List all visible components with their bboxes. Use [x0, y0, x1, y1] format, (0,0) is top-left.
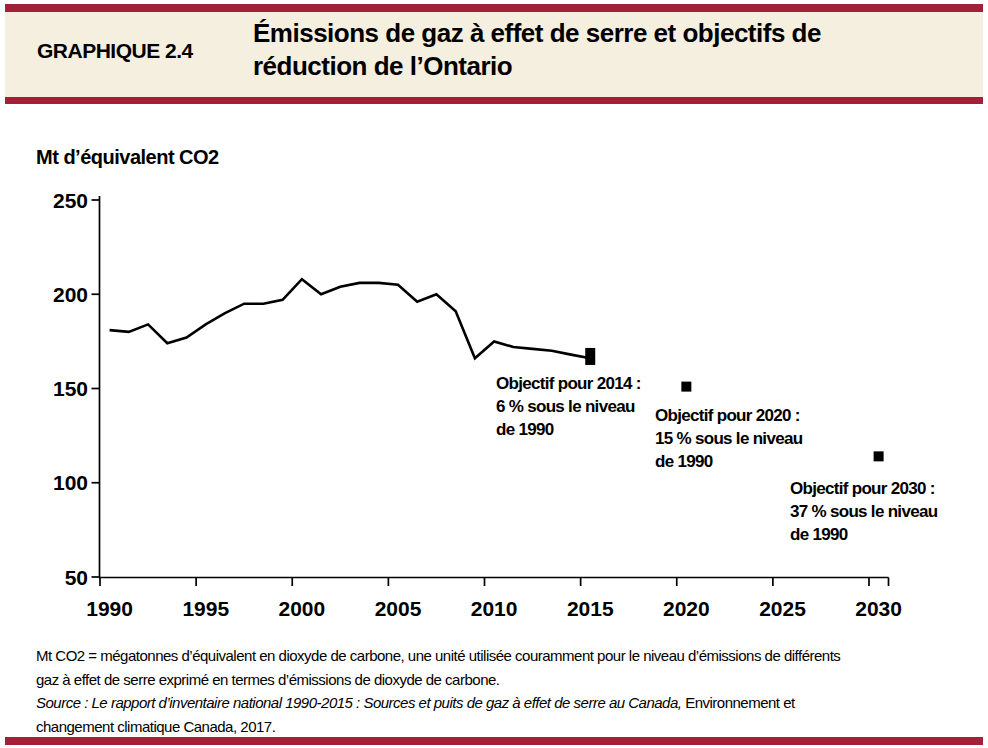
source-line-2: changement climatique Canada, 2017.	[36, 715, 840, 739]
target-annotation-line: de 1990	[790, 523, 937, 546]
target-annotation-line: de 1990	[496, 418, 641, 441]
target-annotation-line: de 1990	[655, 450, 802, 473]
y-tick-label: 250	[53, 189, 88, 212]
target-annotation-line: 15 % sous le niveau	[655, 427, 802, 450]
target-annotation-line: 6 % sous le niveau	[496, 395, 641, 418]
x-tick-label: 2000	[279, 597, 326, 620]
axis-line	[100, 196, 889, 578]
target-marker-2020	[681, 382, 691, 392]
target-annotation-2020: Objectif pour 2020 :15 % sous le niveaud…	[655, 404, 802, 473]
y-tick-label: 200	[53, 283, 88, 306]
target-annotation-line: Objectif pour 2020 :	[655, 404, 802, 427]
source-line-1: Source : Le rapport d’inventaire nationa…	[36, 691, 840, 715]
target-annotation-line: Objectif pour 2030 :	[790, 477, 937, 500]
target-annotation-line: 37 % sous le niveau	[790, 500, 937, 523]
x-tick-label: 2010	[471, 597, 518, 620]
footnote-line-2: gaz à effet de serre exprimé en termes d…	[36, 668, 840, 692]
y-tick-label: 100	[53, 471, 88, 494]
x-tick-label: 2005	[375, 597, 422, 620]
y-tick-label: 150	[53, 377, 88, 400]
x-tick-label: 2030	[855, 597, 902, 620]
target-annotation-line: Objectif pour 2014 :	[496, 372, 641, 395]
x-tick-label: 2015	[567, 597, 614, 620]
target-marker-2014	[585, 348, 595, 365]
x-tick-label: 1990	[86, 597, 133, 620]
target-annotation-2030: Objectif pour 2030 :37 % sous le niveaud…	[790, 477, 937, 546]
y-tick-label: 50	[65, 566, 88, 589]
target-annotation-2014: Objectif pour 2014 :6 % sous le niveaude…	[496, 372, 641, 441]
target-marker-2030	[874, 451, 884, 461]
bottom-rule	[5, 737, 983, 745]
page: GRAPHIQUE 2.4 Émissions de gaz à effet d…	[0, 0, 988, 748]
footnote-line-1: Mt CO2 = mégatonnes d’équivalent en diox…	[36, 644, 840, 668]
source-publisher: Environnement et	[685, 694, 795, 711]
x-tick-label: 2020	[663, 597, 710, 620]
footnotes: Mt CO2 = mégatonnes d’équivalent en diox…	[36, 644, 840, 738]
x-tick-label: 1995	[182, 597, 229, 620]
emissions-data-line	[110, 279, 591, 358]
emissions-line-chart: 250 200 150 100 50 1990 1995 2000 2005 2010 2015 20…	[0, 0, 988, 748]
source-title: Source : Le rapport d’inventaire nationa…	[36, 694, 681, 711]
x-tick-label: 2025	[759, 597, 806, 620]
